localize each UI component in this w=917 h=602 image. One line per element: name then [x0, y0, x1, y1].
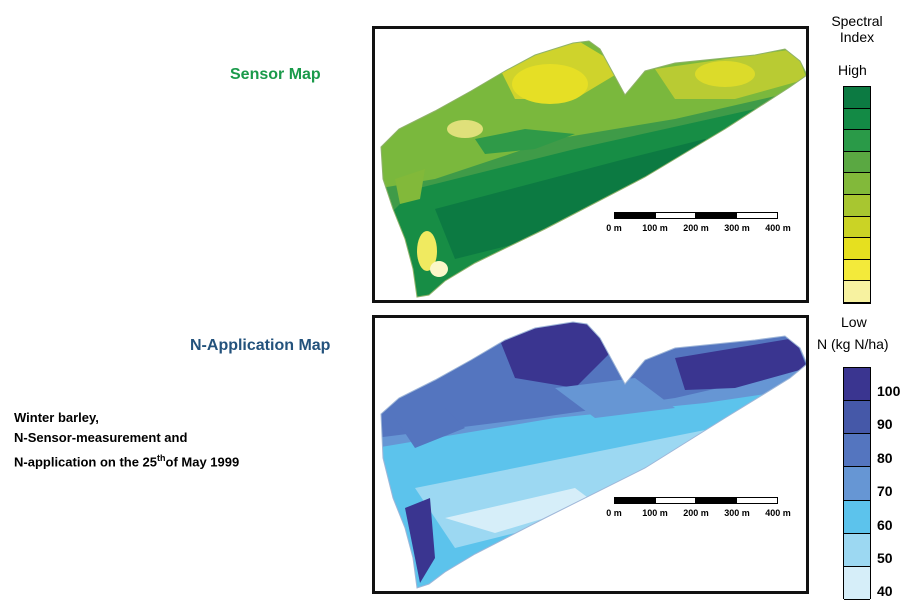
n-legend-tick-label: 40	[877, 583, 893, 600]
n-legend-tick-label: 70	[877, 483, 893, 500]
spectral-legend-title: Spectral Index	[831, 13, 883, 45]
scalebar-label: 0 m	[606, 223, 622, 233]
scalebar-label: 100 m	[642, 223, 668, 233]
caption-line-1: Winter barley,	[14, 410, 99, 425]
scalebar-label: 100 m	[642, 508, 668, 518]
spectral-legend-swatch	[844, 194, 870, 217]
sensor-map-panel: 0 m 100 m 200 m 300 m 400 m	[372, 26, 809, 303]
n-application-map-title: N-Application Map	[190, 337, 331, 354]
n-application-map-field	[380, 321, 806, 589]
spectral-legend-swatch	[844, 259, 870, 282]
scalebar-label: 400 m	[765, 223, 791, 233]
n-legend-swatch	[844, 566, 870, 600]
n-legend-swatch	[844, 434, 870, 468]
sensor-map-title: Sensor Map	[230, 66, 321, 83]
scalebar-label: 300 m	[724, 223, 750, 233]
n-legend-tick-label: 50	[877, 550, 893, 566]
n-legend-tick-label: 100	[877, 383, 901, 399]
spectral-index-legend	[843, 86, 871, 304]
spectral-legend-low-label: Low	[841, 314, 867, 330]
sensor-map-field	[380, 40, 806, 298]
caption-line-3: N-application on the 25thof May 1999	[14, 453, 240, 470]
caption-superscript: th	[157, 453, 166, 463]
caption-line-2: N-Sensor-measurement and	[14, 430, 188, 445]
n-legend-swatch	[844, 368, 870, 402]
spectral-legend-swatch	[844, 151, 870, 174]
spectral-legend-swatch	[844, 108, 870, 131]
spectral-legend-swatch	[844, 238, 870, 260]
n-legend-swatch	[844, 401, 870, 435]
spectral-legend-swatch	[844, 281, 870, 303]
n-legend-tick-label: 60	[877, 516, 893, 533]
spectral-legend-swatch	[844, 216, 870, 239]
caption: Winter barley, N-Sensor-measurement and …	[14, 408, 239, 472]
spectral-legend-swatch	[844, 87, 870, 109]
scalebar-label: 0 m	[606, 508, 622, 518]
spectral-legend-swatch	[844, 173, 870, 195]
n-legend-title: N (kg N/ha)	[817, 336, 889, 352]
n-rate-legend	[843, 367, 871, 600]
n-legend-tick-label: 80	[877, 449, 893, 466]
n-legend-tick-label: 90	[877, 416, 893, 433]
n-legend-swatch	[844, 533, 870, 567]
n-application-map-panel: 0 m 100 m 200 m 300 m 400 m	[372, 315, 809, 594]
scalebar-label: 200 m	[683, 223, 709, 233]
n-legend-swatch	[844, 500, 870, 534]
scalebar-label: 200 m	[683, 508, 709, 518]
scalebar-label: 400 m	[765, 508, 791, 518]
scalebar-label: 300 m	[724, 508, 750, 518]
n-legend-swatch	[844, 467, 870, 501]
spectral-legend-high-label: High	[838, 62, 867, 78]
spectral-legend-swatch	[844, 130, 870, 152]
